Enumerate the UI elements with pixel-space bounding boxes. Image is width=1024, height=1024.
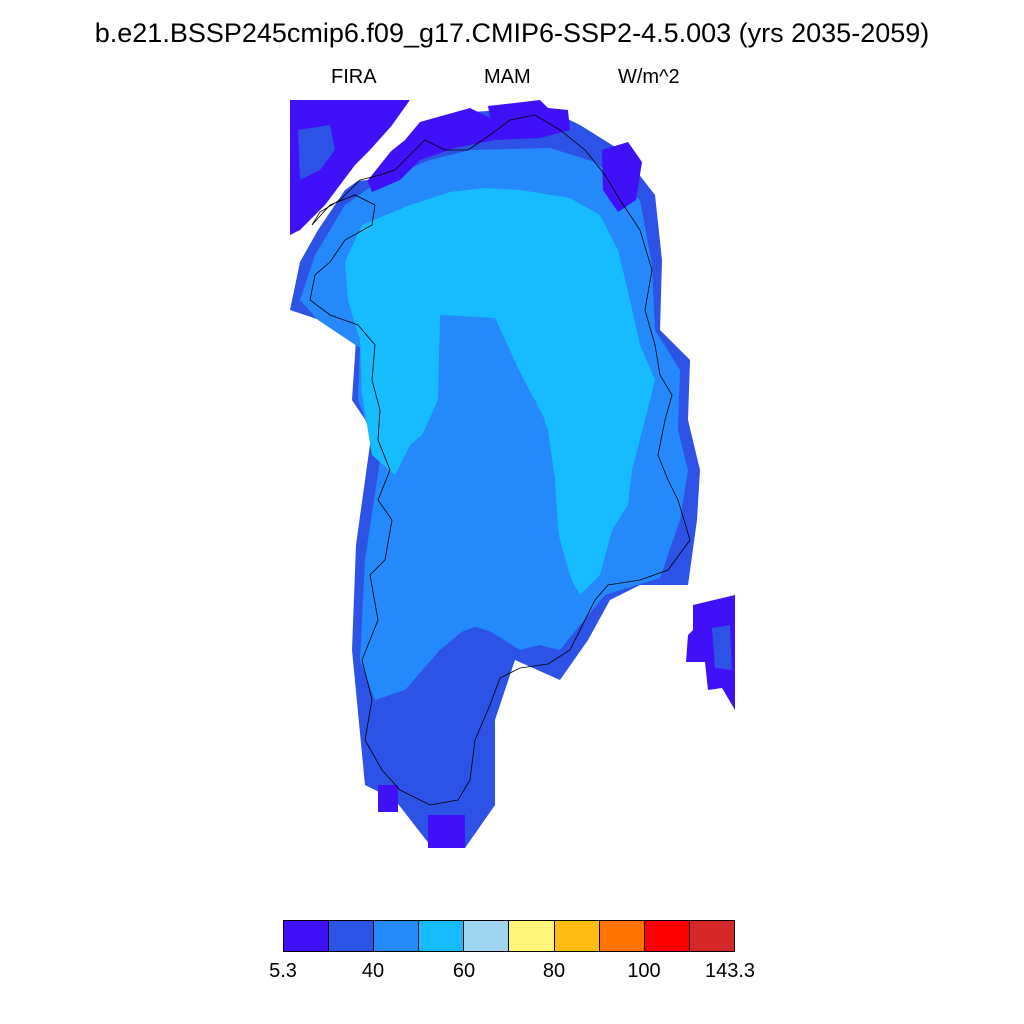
units-label: W/m^2 (618, 66, 680, 88)
field-tip-south (428, 815, 465, 848)
colorbar-swatch (374, 921, 420, 951)
colorbar-swatch (554, 921, 600, 951)
colorbar-swatch (329, 921, 375, 951)
colorbar-swatch (419, 921, 465, 951)
field-gap-northwest (345, 100, 418, 182)
colorbar-swatch (464, 921, 510, 951)
field-core-south (392, 315, 580, 650)
field-block-northwest-inner (298, 125, 335, 180)
colorbar (283, 920, 735, 952)
island-east-inner (712, 625, 732, 670)
colorbar-tick-label: 143.3 (704, 960, 756, 982)
colorbar-tick-label: 60 (452, 960, 476, 982)
colorbar-swatch (599, 921, 645, 951)
colorbar-swatch (689, 921, 734, 951)
map-title: b.e21.BSSP245cmip6.f09_g17.CMIP6-SSP2-4.… (94, 18, 930, 48)
colorbar-swatch (284, 921, 330, 951)
field-patch-northeast (602, 142, 642, 212)
coastline (309, 114, 691, 806)
variable-label: FIRA (331, 66, 377, 88)
field-zone-light (345, 188, 655, 595)
colorbar-swatch (644, 921, 690, 951)
colorbar-tick-label: 5.3 (269, 960, 297, 982)
colorbar-tick-label: 80 (542, 960, 566, 982)
field-rim-north (365, 100, 570, 192)
colorbar-swatch (509, 921, 555, 951)
colorbar-tick-label: 40 (361, 960, 385, 982)
colorbar-tick-label: 100 (627, 960, 661, 982)
field-tip-southwest (378, 785, 398, 812)
island-east (686, 595, 735, 710)
season-label: MAM (484, 66, 531, 88)
